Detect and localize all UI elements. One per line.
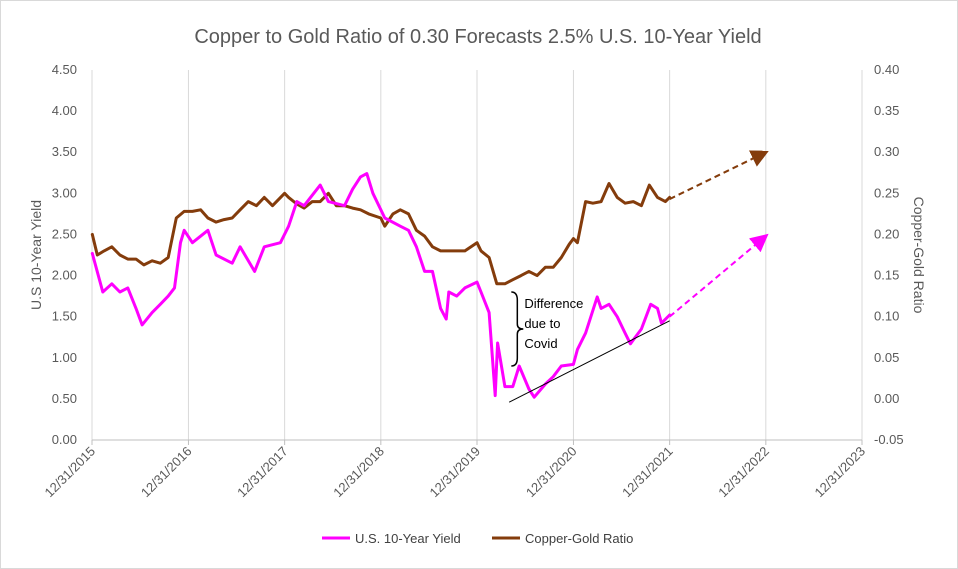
right-axis-title: Copper-Gold Ratio bbox=[911, 197, 927, 314]
left-tick-label: 3.00 bbox=[52, 185, 77, 200]
legend: U.S. 10-Year Yield Copper-Gold Ratio bbox=[322, 531, 633, 546]
left-axis-title: U.S 10-Year Yield bbox=[28, 200, 44, 310]
left-tick-label: 0.50 bbox=[52, 391, 77, 406]
legend-label: U.S. 10-Year Yield bbox=[355, 531, 461, 546]
yield-forecast-arrow bbox=[668, 233, 769, 318]
x-tick-label: 12/31/2015 bbox=[41, 444, 98, 501]
x-tick-label: 12/31/2019 bbox=[426, 444, 483, 501]
plot-area: Difference due to Covid bbox=[90, 150, 770, 403]
left-tick-label: 4.00 bbox=[52, 103, 77, 118]
axes bbox=[91, 439, 863, 445]
x-tick-label: 12/31/2023 bbox=[811, 444, 868, 501]
chart-title: Copper to Gold Ratio of 0.30 Forecasts 2… bbox=[194, 26, 761, 48]
legend-label: Copper-Gold Ratio bbox=[525, 531, 633, 546]
right-tick-label: 0.10 bbox=[874, 309, 899, 324]
left-tick-label: 0.00 bbox=[52, 432, 77, 447]
right-tick-label: 0.35 bbox=[874, 103, 899, 118]
right-tick-label: 0.05 bbox=[874, 350, 899, 365]
left-tick-label: 1.00 bbox=[52, 350, 77, 365]
ratio-forecast-arrow bbox=[669, 150, 770, 200]
left-tick-label: 4.50 bbox=[52, 62, 77, 77]
x-tick-label: 12/31/2020 bbox=[523, 444, 580, 501]
x-tick-label: 12/31/2021 bbox=[619, 444, 676, 501]
gridlines bbox=[91, 70, 863, 440]
right-tick-label: 0.30 bbox=[874, 144, 899, 159]
x-tick-label: 12/31/2018 bbox=[330, 444, 387, 501]
left-tick-label: 1.50 bbox=[52, 309, 77, 324]
x-tick-label: 12/31/2016 bbox=[138, 444, 195, 501]
copper-gold-ratio-line bbox=[90, 182, 672, 286]
left-tick-label: 2.50 bbox=[52, 226, 77, 241]
us-10-year-yield-line bbox=[90, 172, 672, 399]
right-tick-label: 0.20 bbox=[874, 226, 899, 241]
left-tick-label: 2.00 bbox=[52, 268, 77, 283]
right-tick-label: 0.25 bbox=[874, 185, 899, 200]
left-tick-labels: 0.00 0.50 1.00 1.50 2.00 2.50 3.00 3.50 4.00 4.50 bbox=[52, 62, 77, 447]
left-tick-label: 3.50 bbox=[52, 144, 77, 159]
x-tick-label: 12/31/2017 bbox=[234, 444, 291, 501]
covid-annotation-text: due to bbox=[524, 316, 560, 331]
x-tick-labels: 12/31/2015 12/31/2016 12/31/2017 12/31/2018… bbox=[41, 444, 868, 501]
support-trendline bbox=[508, 320, 670, 403]
x-tick-label: 12/31/2022 bbox=[715, 444, 772, 501]
right-tick-label: 0.40 bbox=[874, 62, 899, 77]
covid-annotation-text: Difference bbox=[524, 296, 583, 311]
right-tick-label: 0.15 bbox=[874, 268, 899, 283]
right-tick-labels: -0.05 0.00 0.05 0.10 0.15 0.20 0.25 0.30 0.35 0.4… bbox=[874, 62, 904, 447]
covid-bracket bbox=[511, 291, 524, 367]
covid-annotation-text: Covid bbox=[524, 336, 557, 351]
right-tick-label: -0.05 bbox=[874, 432, 904, 447]
right-tick-label: 0.00 bbox=[874, 391, 899, 406]
